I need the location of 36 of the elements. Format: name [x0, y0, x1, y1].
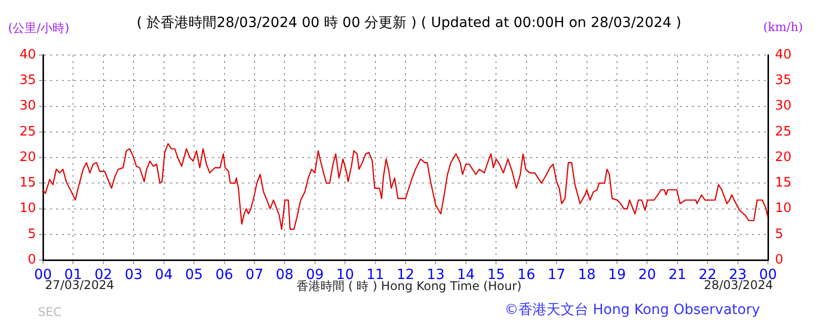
- y-tick-label: 30: [19, 98, 36, 114]
- x-tick-label: 07: [246, 267, 264, 284]
- y2-tick-label: 30: [775, 98, 792, 114]
- y2-tick-label: 35: [775, 73, 792, 88]
- text: SEC: [38, 305, 62, 319]
- y2-axis-title: (km/h): [763, 20, 803, 34]
- x-tick-label: 12: [396, 267, 414, 284]
- y2-tick-label: 25: [775, 124, 792, 140]
- text: ©香港天文台 Hong Kong Observatory: [504, 301, 760, 319]
- y-tick-label: 35: [19, 73, 36, 88]
- y-axis-title: (公里/小時): [8, 20, 70, 37]
- y2-tick-label: 0: [775, 252, 784, 268]
- y2-tick-label: 15: [775, 176, 792, 190]
- y2-tick-label: 40: [775, 47, 792, 62]
- y-tick-label: 20: [19, 150, 36, 165]
- x-tick-label: 18: [578, 267, 596, 284]
- y-tick-label: 40: [19, 47, 36, 62]
- x-tick-label: 20: [638, 267, 656, 284]
- y2-tick-label: 5: [775, 226, 784, 242]
- chart-title: ( 於香港時間28/03/2024 00 時 00 分更新 ) ( Updated at 00:00H on 28/03/2024 ): [136, 14, 682, 32]
- x-tick-label: 04: [154, 267, 173, 284]
- x-tick-label: 08: [276, 267, 294, 284]
- x-tick-label: 17: [548, 267, 566, 284]
- y-tick-label: 0: [28, 252, 36, 268]
- y-tick-label: 10: [19, 201, 36, 216]
- x-tick-label: 05: [185, 267, 203, 284]
- y-tick-label: 25: [19, 124, 36, 140]
- y2-tick-label: 20: [775, 150, 792, 165]
- y-tick-label: 15: [19, 176, 36, 190]
- x-tick-label: 06: [215, 267, 234, 284]
- x-tick-label: 13: [426, 267, 445, 284]
- x-tick-label: 21: [668, 267, 686, 284]
- x-tick-label: 19: [608, 267, 626, 284]
- y-tick-label: 5: [28, 226, 36, 242]
- y2-tick-label: 10: [775, 201, 792, 216]
- x-tick-label: 03: [124, 267, 143, 284]
